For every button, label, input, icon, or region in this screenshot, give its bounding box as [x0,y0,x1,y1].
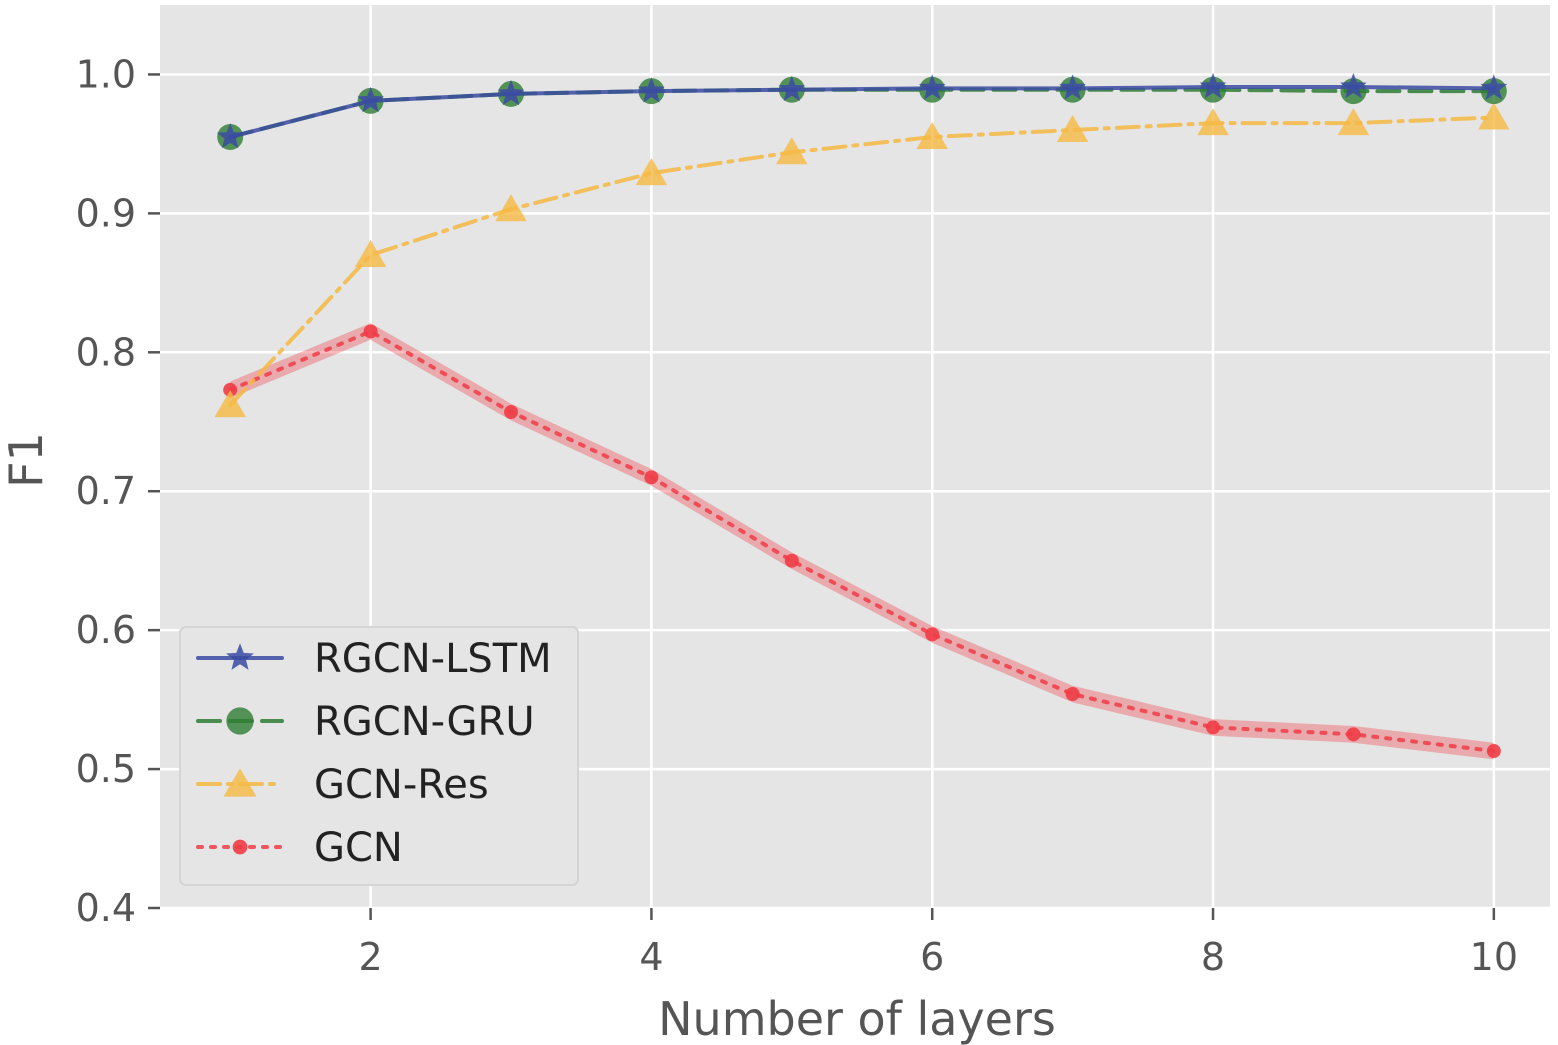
series-gcn-res-point [1337,108,1370,136]
x-tick-label: 10 [1470,935,1518,979]
legend-label-rgcn-gru: RGCN-GRU [314,699,535,745]
legend: RGCN-LSTM RGCN-GRU GCN-Res GCN [179,626,579,886]
series-rgcn-lstm-point [1199,73,1227,99]
series-gcn-point [925,627,940,642]
series-rgcn-lstm-line [228,85,1496,139]
legend-marker-rgcn-gru [226,707,254,735]
series-gcn-res-point [354,240,387,268]
series-rgcn-lstm-point [497,79,525,106]
legend-marker-gcn [232,839,248,855]
y-axis-label: F1 [0,432,53,488]
y-tick-label: 1.0 [76,52,136,96]
series-rgcn-lstm-point [918,74,946,100]
series-gcn-res-point [776,137,808,165]
series-gcn-point [1065,687,1080,702]
legend-label-gcn: GCN [314,825,403,871]
legend-item-rgcn-gru: RGCN-GRU [196,699,535,745]
series-gcn-line [228,329,1496,753]
y-tick-label: 0.6 [76,608,136,652]
y-tick-label: 0.8 [76,330,136,374]
y-tick-label: 0.5 [76,747,136,791]
legend-marker-gcn-res [223,768,257,797]
series-gcn-res-point [1056,115,1089,143]
data-series [214,73,1510,760]
legend-box [179,626,579,886]
series-rgcn-lstm-point [357,86,384,113]
series-gcn-point [1206,720,1221,735]
legend-label-gcn-res: GCN-Res [314,762,489,808]
series-gcn-point [223,382,238,397]
series-rgcn-lstm-point [1059,74,1086,100]
legend-marker-rgcn-lstm [226,643,254,670]
legend-item-gcn-res: GCN-Res [196,762,489,808]
series-gcn-point [1486,744,1501,759]
legend-item-gcn: GCN [196,825,403,871]
series-gcn-res-point [1197,108,1229,136]
series-gcn-res-point [214,390,246,418]
series-gcn-res-point [635,158,668,186]
series-gcn-point [644,470,659,485]
y-tick-label: 0.7 [76,469,136,513]
x-tick-label: 6 [920,935,944,979]
y-tick-label: 0.9 [76,191,136,235]
series-rgcn-lstm-point [216,123,244,149]
series-gcn-res [214,102,1510,418]
series-rgcn-lstm [216,73,1508,149]
y-tick-label: 0.4 [76,886,136,930]
series-gcn-point [1346,727,1361,742]
series-rgcn-lstm-point [778,75,806,102]
series-gcn-res-line [228,115,1496,408]
series-gcn-band [230,323,1494,760]
series-gcn-point [363,324,378,339]
series-rgcn-lstm-point [638,77,665,103]
series-gcn [223,323,1501,760]
series-gcn-point [504,405,519,420]
x-tick-label: 8 [1201,935,1225,979]
series-gcn-point [784,553,799,568]
series-gcn-res-point [1478,102,1510,130]
legend-item-rgcn-lstm: RGCN-LSTM [196,636,552,682]
x-tick-label: 2 [359,935,383,979]
axes: 0.4 0.5 0.6 0.7 0.8 0.9 1.0 2 4 6 8 10 [76,52,1518,979]
series-rgcn-lstm-point [1480,74,1508,100]
legend-items: RGCN-LSTM RGCN-GRU GCN-Res GCN [196,636,552,871]
x-tick-label: 4 [639,935,663,979]
legend-label-rgcn-lstm: RGCN-LSTM [314,636,552,682]
series-rgcn-lstm-point [1340,73,1367,99]
series-gcn-res-point [495,194,527,222]
series-gcn-res-point [916,121,948,149]
x-axis-label: Number of layers [658,992,1056,1045]
